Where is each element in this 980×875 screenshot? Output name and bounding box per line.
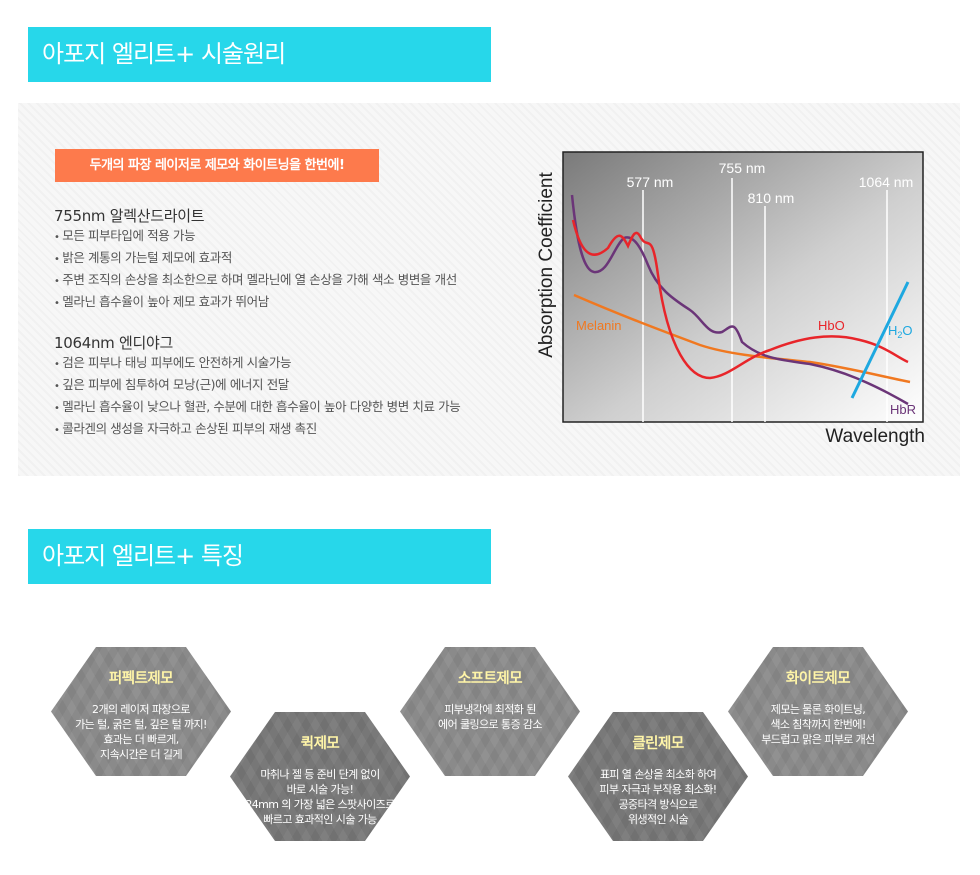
series-label-hbo: HbO <box>818 318 845 333</box>
headline-tag: 두개의 파장 레이저로 제모와 화이트닝을 한번에! <box>55 149 379 182</box>
bullet-item: 모든 피부타입에 적용 가능 <box>54 225 457 247</box>
series-label-hbr: HbR <box>890 402 916 417</box>
bullet-item: 멜라닌 흡수율이 낮으나 혈관, 수분에 대한 흡수율이 높아 다양한 병변 치… <box>54 396 460 418</box>
feature-hex-quick: 퀵제모 마취나 젤 등 준비 단계 없이 바로 시술 가능! 24mm 의 가장… <box>230 712 410 841</box>
series-melanin-line <box>573 293 911 384</box>
marker-label-810: 810 nm <box>748 190 795 206</box>
feature-hex-white: 화이트제모 제모는 물론 화이트닝, 색소 침착까지 한번에! 부드럽고 맑은 … <box>728 647 908 776</box>
marker-label-577: 577 nm <box>627 174 674 190</box>
feature-line: 제모는 물론 화이트닝, <box>770 703 866 716</box>
feature-line: 빠르고 효과적인 시술 가능 <box>263 813 377 826</box>
absorption-chart-svg: 577 nm 755 nm 810 nm 1064 nm Melanin HbO… <box>536 151 925 447</box>
bullet-item: 검은 피부나 태닝 피부에도 안전하게 시술가능 <box>54 352 460 374</box>
feature-hex-perfect: 퍼펙트제모 2개의 레이저 파장으로 가는 털, 굵은 털, 깊은 털 까지! … <box>51 647 231 776</box>
feature-line: 24mm 의 가장 넓은 스팟사이즈로 <box>245 798 395 811</box>
bullet-item: 주변 조직의 손상을 최소한으로 하며 멜라닌에 열 손상을 가해 색소 병변을… <box>54 269 457 291</box>
feature-line: 바로 시술 가능! <box>286 783 354 796</box>
feature-body: 피부냉각에 최적화 된 에어 쿨링으로 통증 감소 <box>438 702 542 732</box>
feature-line: 효과는 더 빠르게, <box>103 733 179 746</box>
bullet-item: 깊은 피부에 침투하여 모낭(근)에 에너지 전달 <box>54 374 460 396</box>
feature-line: 마취나 젤 등 준비 단계 없이 <box>260 768 380 781</box>
feature-line: 2개의 레이저 파장으로 <box>92 703 190 716</box>
feature-body: 마취나 젤 등 준비 단계 없이 바로 시술 가능! 24mm 의 가장 넓은 … <box>245 767 395 827</box>
section-banner-features: 아포지 엘리트+ 특징 <box>28 529 491 584</box>
feature-line: 가는 털, 굵은 털, 깊은 털 까지! <box>75 718 207 731</box>
feature-line: 에어 쿨링으로 통증 감소 <box>438 718 542 731</box>
feature-line: 부드럽고 맑은 피부로 개선 <box>761 733 875 746</box>
feature-title: 퀵제모 <box>300 736 340 752</box>
feature-body: 표피 열 손상을 최소화 하여 피부 자극과 부작용 최소화! 공중타격 방식으… <box>599 767 717 827</box>
feature-line: 위생적인 시술 <box>627 813 689 826</box>
bullet-list-755: 모든 피부타입에 적용 가능 밝은 계통의 가는털 제모에 효과적 주변 조직의… <box>54 225 457 313</box>
feature-title: 화이트제모 <box>785 671 851 687</box>
y-axis-label: Absorption Coefficient <box>536 172 557 358</box>
section-banner-principle: 아포지 엘리트+ 시술원리 <box>28 27 491 82</box>
group-title-1064: 1064nm 엔디야그 <box>54 334 173 352</box>
feature-line: 표피 열 손상을 최소화 하여 <box>599 768 717 781</box>
absorption-chart: 577 nm 755 nm 810 nm 1064 nm Melanin HbO… <box>530 150 930 450</box>
feature-hex-soft: 소프트제모 피부냉각에 최적화 된 에어 쿨링으로 통증 감소 <box>400 647 580 776</box>
feature-title: 소프트제모 <box>457 671 523 687</box>
bullet-item: 밝은 계통의 가는털 제모에 효과적 <box>54 247 457 269</box>
plot-area <box>562 151 924 423</box>
feature-line: 피부 자극과 부작용 최소화! <box>599 783 717 796</box>
feature-line: 피부냉각에 최적화 된 <box>444 703 536 716</box>
bullet-item: 멜라닌 흡수율이 높아 제모 효과가 뛰어남 <box>54 291 457 313</box>
feature-body: 제모는 물론 화이트닝, 색소 침착까지 한번에! 부드럽고 맑은 피부로 개선 <box>761 702 875 747</box>
feature-title: 퍼펙트제모 <box>108 671 174 687</box>
series-label-h2o: H2O <box>888 323 913 340</box>
series-hbo-line <box>571 219 909 380</box>
marker-label-1064: 1064 nm <box>859 174 913 190</box>
feature-line: 지속시간은 더 길게 <box>100 748 183 761</box>
feature-line: 색소 침착까지 한번에! <box>770 718 866 731</box>
feature-line: 공중타격 방식으로 <box>618 798 698 811</box>
series-label-melanin: Melanin <box>576 318 622 333</box>
bullet-item: 콜라겐의 생성을 자극하고 손상된 피부의 재생 촉진 <box>54 418 460 440</box>
marker-label-755: 755 nm <box>719 160 766 176</box>
x-axis-label: Wavelength <box>825 426 925 447</box>
feature-hex-clean: 클린제모 표피 열 손상을 최소화 하여 피부 자극과 부작용 최소화! 공중타… <box>568 712 748 841</box>
group-title-755: 755nm 알렉산드라이트 <box>54 207 205 225</box>
series-h2o-line <box>850 281 910 399</box>
series-hbr-line <box>570 194 909 406</box>
feature-body: 2개의 레이저 파장으로 가는 털, 굵은 털, 깊은 털 까지! 효과는 더 … <box>75 702 207 762</box>
feature-title: 클린제모 <box>632 736 684 752</box>
bullet-list-1064: 검은 피부나 태닝 피부에도 안전하게 시술가능 깊은 피부에 침투하여 모낭(… <box>54 352 460 440</box>
